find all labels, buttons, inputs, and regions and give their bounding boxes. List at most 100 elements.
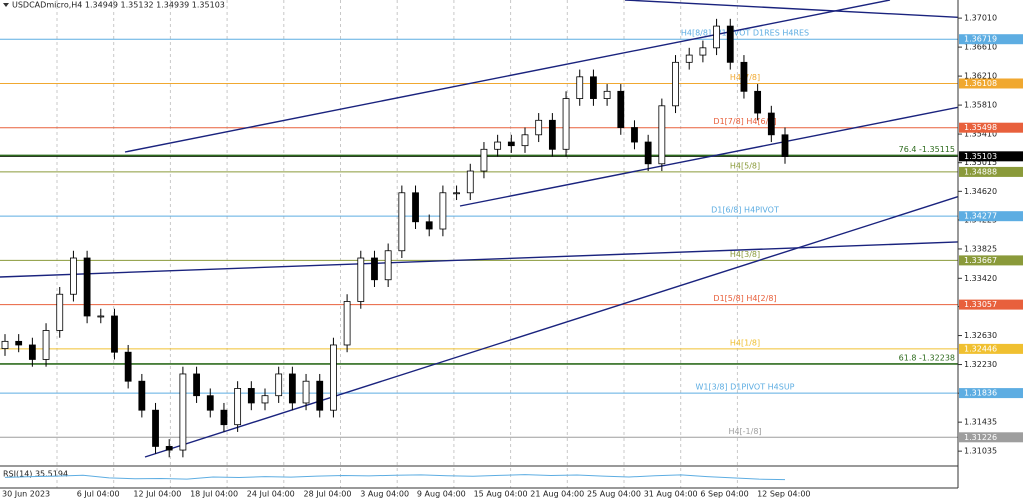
candle-body	[535, 119, 543, 136]
candle-body	[480, 148, 488, 172]
x-tick-label: 15 Aug 04:00	[474, 490, 528, 499]
level-label: H4[8/8] W1PIVOT D1RES H4RES	[681, 29, 809, 38]
price-box-label: 1.32446	[964, 344, 997, 353]
candle-body	[754, 90, 762, 114]
candle-body	[206, 395, 214, 411]
candle-body	[562, 98, 570, 150]
price-box	[959, 255, 1023, 266]
price-box-label: 1.33667	[964, 256, 997, 265]
grid	[56, 0, 738, 488]
candle-body	[412, 192, 419, 223]
x-tick-label: 6 Sep 04:00	[700, 490, 748, 499]
candle-body	[261, 395, 269, 404]
price-box	[959, 432, 1023, 443]
candle-body	[247, 388, 255, 404]
candle-body	[138, 380, 146, 411]
candle-body	[56, 293, 64, 331]
level-label: H4[3/8]	[730, 250, 760, 259]
candle-body	[713, 25, 720, 49]
fib-label: 76.4 -1.35115	[899, 145, 955, 154]
y-tick-label: 1.32230	[964, 360, 997, 369]
price-box-label: 1.34277	[964, 212, 997, 221]
candle-body	[288, 373, 296, 404]
y-tick-label: 1.33825	[964, 244, 997, 253]
candle-body	[343, 301, 351, 346]
candle-body	[42, 330, 50, 360]
candle-body	[275, 373, 283, 397]
candles	[1, 18, 789, 458]
candle-body	[548, 119, 556, 150]
level-label: H4[1/8]	[730, 338, 760, 347]
y-tick-label: 1.31435	[964, 418, 997, 427]
x-tick-label: 6 Jul 04:00	[77, 490, 120, 499]
trendline	[144, 195, 958, 458]
price-box-label: 1.31226	[964, 433, 997, 442]
price-box	[959, 299, 1023, 310]
x-tick-label: 9 Aug 04:00	[417, 490, 466, 499]
price-box	[959, 166, 1023, 177]
y-tick-label: 1.33420	[964, 274, 997, 283]
candle-body	[28, 344, 36, 360]
menu-arrow[interactable]	[3, 3, 9, 7]
y-tick-label: 1.37010	[964, 14, 997, 23]
x-tick-label: 31 Aug 04:00	[644, 490, 698, 499]
candle-body	[603, 90, 611, 99]
level-label: D1[7/8] H4[6/8]	[713, 117, 776, 126]
x-tick-label: 21 Aug 04:00	[530, 490, 584, 499]
candle-body	[590, 76, 597, 99]
price-box	[959, 343, 1023, 354]
candle-body	[83, 257, 91, 317]
candle-body	[672, 61, 679, 107]
y-tick-label: 1.31035	[964, 447, 997, 456]
rsi-line	[4, 474, 786, 481]
price-box	[959, 122, 1023, 133]
candle-body	[70, 257, 77, 295]
candle-body	[781, 134, 789, 157]
y-tick-label: 1.36210	[964, 72, 997, 81]
candle-body	[302, 380, 310, 404]
price-box-label: 1.34888	[964, 167, 997, 176]
candle-body	[685, 54, 693, 63]
candle-body	[15, 340, 23, 346]
price-box-label: 1.36108	[964, 79, 997, 88]
candle-body	[384, 250, 392, 281]
rsi	[4, 474, 786, 481]
trendline	[624, 0, 958, 18]
price-box	[959, 78, 1023, 89]
candle-body	[179, 373, 187, 451]
candle-body	[617, 90, 625, 128]
candle-body	[1, 340, 9, 349]
price-box-label: 1.35103	[964, 152, 997, 161]
candle-body	[466, 170, 474, 194]
x-tick-label: 24 Jul 04:00	[247, 490, 295, 499]
candle-body	[111, 315, 118, 353]
candle-body	[740, 61, 748, 92]
price-box-label: 1.31836	[964, 389, 997, 398]
candle-body	[494, 141, 502, 150]
price-box-label: 1.33057	[964, 300, 997, 309]
y-tick-label: 1.34620	[964, 187, 997, 196]
price-box-label: 1.35498	[964, 123, 997, 132]
y-tick-label: 1.35015	[964, 158, 997, 167]
level-label: H4[-1/8]	[728, 427, 761, 436]
y-tick-label: 1.35410	[964, 130, 997, 139]
candle-body	[453, 192, 460, 195]
y-tick-label: 1.32630	[964, 331, 997, 340]
candle-body	[97, 315, 105, 318]
level-label: W1[3/8] D1PIVOT H4SUP	[695, 383, 794, 392]
fib-label: 61.8 -1.32238	[899, 353, 955, 362]
candle-body	[644, 141, 652, 165]
candle-body	[521, 134, 529, 147]
rsi-label: RSI(14) 35.5194	[3, 470, 68, 479]
trendline	[459, 106, 958, 207]
price-box	[959, 34, 1023, 45]
y-tick-label: 1.35810	[964, 101, 997, 110]
candle-body	[357, 257, 365, 302]
candle-body	[330, 344, 337, 411]
candle-body	[124, 351, 132, 382]
x-tick-label: 12 Sep 04:00	[757, 490, 810, 499]
candle-body	[767, 112, 775, 136]
axis: 1.37010 1.36610 1.36210 1.35810 1.35410 1.350…	[2, 14, 1023, 499]
candle-body	[658, 105, 666, 165]
